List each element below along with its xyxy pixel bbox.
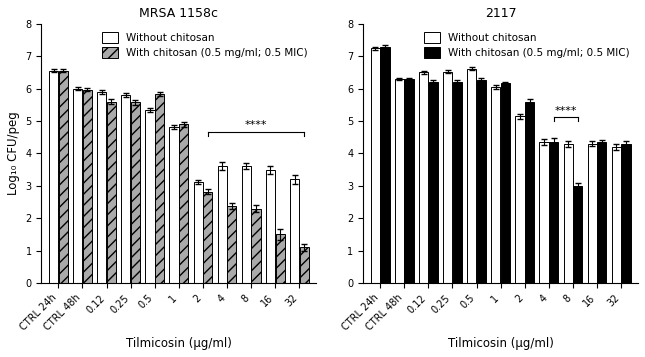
Bar (597, 142, 606, 283)
Bar (443, 72, 452, 283)
Bar (145, 110, 155, 283)
Bar (97, 92, 106, 283)
Bar (242, 166, 251, 283)
Bar (170, 127, 179, 283)
Legend: Without chitosan, With chitosan (0.5 mg/ml; 0.5 MIC): Without chitosan, With chitosan (0.5 mg/… (99, 29, 311, 61)
Bar (515, 116, 524, 283)
Bar (371, 48, 380, 283)
Bar (290, 179, 299, 283)
Bar (621, 144, 631, 283)
Bar (252, 208, 261, 283)
Bar (49, 71, 58, 283)
Bar (419, 72, 428, 283)
Bar (275, 235, 284, 283)
X-axis label: Tilmicosin (μg/ml): Tilmicosin (μg/ml) (126, 337, 232, 350)
Bar (491, 87, 501, 283)
Bar (73, 89, 82, 283)
Bar (300, 247, 309, 283)
Bar (395, 79, 404, 283)
Bar (539, 142, 549, 283)
Bar (227, 206, 237, 283)
Bar (611, 147, 621, 283)
Bar (453, 81, 462, 283)
Bar (266, 170, 275, 283)
Title: 2117: 2117 (485, 7, 517, 20)
Bar (381, 46, 390, 283)
Bar (131, 102, 140, 283)
Bar (564, 144, 573, 283)
Text: ****: **** (555, 106, 577, 116)
Bar (428, 82, 438, 283)
Bar (525, 102, 534, 283)
Bar (573, 186, 582, 283)
Bar (179, 124, 188, 283)
Bar (549, 142, 559, 283)
Bar (217, 166, 227, 283)
Bar (155, 94, 164, 283)
X-axis label: Tilmicosin (μg/ml): Tilmicosin (μg/ml) (448, 337, 553, 350)
Bar (588, 144, 597, 283)
Bar (203, 192, 212, 283)
Bar (477, 80, 486, 283)
Text: ****: **** (244, 120, 267, 130)
Title: MRSA 1158c: MRSA 1158c (139, 7, 219, 20)
Bar (83, 90, 92, 283)
Bar (59, 71, 68, 283)
Bar (467, 69, 476, 283)
Y-axis label: Log₁₀ CFU/peg: Log₁₀ CFU/peg (7, 112, 20, 195)
Bar (194, 182, 203, 283)
Bar (404, 79, 413, 283)
Bar (121, 95, 130, 283)
Legend: Without chitosan, With chitosan (0.5 mg/ml; 0.5 MIC): Without chitosan, With chitosan (0.5 mg/… (421, 29, 633, 61)
Bar (107, 102, 116, 283)
Bar (501, 84, 510, 283)
